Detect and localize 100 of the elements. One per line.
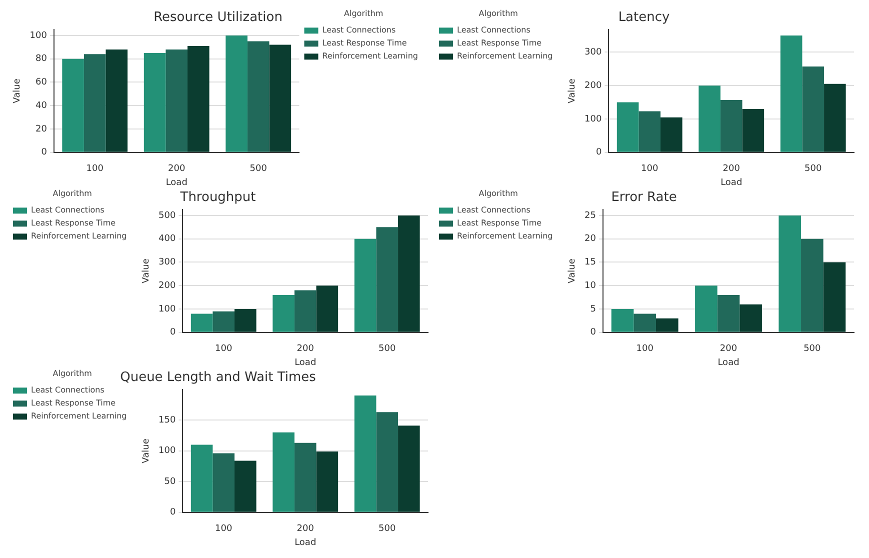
- x-axis-title: Load: [718, 358, 740, 368]
- bar: [269, 44, 292, 152]
- bar: [376, 227, 398, 332]
- legend-label: Reinforcement Learning: [31, 412, 127, 421]
- x-tick-label: 200: [720, 344, 738, 354]
- y-tick-label: 10: [584, 280, 596, 291]
- y-tick-label: 0: [170, 508, 176, 518]
- bar: [778, 215, 802, 332]
- x-tick-label: 100: [86, 164, 104, 174]
- y-tick-label: 100: [158, 446, 176, 456]
- bar: [212, 311, 235, 332]
- legend-label: Reinforcement Learning: [457, 232, 553, 241]
- x-tick-label: 100: [215, 524, 232, 534]
- x-tick-label: 500: [804, 344, 822, 354]
- bar: [234, 460, 256, 512]
- x-axis-title: Load: [720, 178, 742, 188]
- legend-title: Algorithm: [52, 369, 92, 378]
- x-tick-label: 500: [250, 164, 268, 174]
- x-tick-label: 500: [804, 164, 822, 174]
- legend-label: Least Response Time: [457, 218, 542, 228]
- bar: [742, 108, 764, 152]
- y-tick-label: 5: [590, 304, 596, 314]
- y-tick-label: 100: [30, 30, 48, 41]
- x-axis-title: Load: [294, 538, 316, 548]
- bar: [740, 304, 762, 332]
- bar: [660, 117, 682, 152]
- bar: [247, 41, 270, 152]
- bar: [190, 314, 213, 332]
- y-tick-label: 500: [158, 210, 176, 221]
- bar: [188, 46, 210, 152]
- chart-title: Resource Utilization: [154, 10, 282, 26]
- bar: [634, 314, 656, 332]
- legend-label: Least Connections: [322, 26, 396, 35]
- x-axis-title: Load: [166, 178, 188, 188]
- bar: [226, 35, 248, 152]
- bar: [717, 294, 740, 332]
- y-axis-title: Value: [142, 438, 152, 464]
- bar: [802, 66, 824, 152]
- bar: [398, 426, 420, 512]
- bar: [294, 290, 316, 332]
- bar: [144, 52, 166, 152]
- legend-label: Least Connections: [31, 206, 104, 215]
- bar: [234, 309, 256, 332]
- bar: [354, 238, 376, 332]
- bar: [316, 451, 338, 512]
- bar: [824, 84, 846, 152]
- y-axis-title: Value: [142, 258, 152, 284]
- y-tick-label: 25: [584, 210, 596, 221]
- y-tick-label: 0: [590, 328, 596, 338]
- legend-label: Least Response Time: [457, 38, 542, 48]
- y-tick-label: 150: [158, 415, 176, 426]
- bar: [698, 86, 720, 152]
- bar: [294, 442, 316, 512]
- y-tick-label: 300: [584, 48, 602, 58]
- legend-title: Algorithm: [344, 9, 384, 18]
- y-axis-title: Value: [12, 78, 23, 104]
- bar: [398, 215, 420, 332]
- bar: [62, 58, 84, 152]
- legend-label: Reinforcement Learning: [31, 232, 127, 241]
- y-tick-label: 0: [41, 148, 48, 158]
- x-tick-label: 500: [378, 344, 396, 354]
- y-tick-label: 15: [584, 258, 596, 268]
- x-axis-title: Load: [294, 358, 316, 368]
- x-tick-label: 100: [636, 344, 654, 354]
- legend-label: Least Response Time: [322, 38, 407, 48]
- legend-label: Least Connections: [457, 26, 530, 35]
- y-tick-label: 20: [36, 124, 48, 134]
- y-tick-label: 100: [584, 114, 602, 124]
- legend-title: Algorithm: [478, 189, 518, 198]
- legend-label: Least Connections: [457, 206, 530, 215]
- x-tick-label: 200: [722, 164, 740, 174]
- bar: [695, 286, 718, 332]
- bar: [272, 294, 294, 332]
- bar: [272, 432, 294, 512]
- chart-title: Throughput: [179, 190, 256, 206]
- bar: [656, 318, 678, 332]
- legend-label: Least Response Time: [31, 218, 116, 228]
- y-tick-label: 300: [158, 258, 176, 268]
- y-tick-label: 40: [36, 100, 48, 111]
- bar: [611, 309, 634, 332]
- y-tick-label: 200: [584, 80, 602, 91]
- bar: [106, 49, 128, 152]
- legend-title: Algorithm: [52, 189, 92, 198]
- y-axis-title: Value: [568, 78, 578, 104]
- bar: [638, 111, 661, 152]
- bar: [823, 262, 846, 332]
- x-tick-label: 100: [215, 344, 232, 354]
- bar: [801, 238, 824, 332]
- y-tick-label: 60: [36, 78, 48, 88]
- y-tick-label: 200: [158, 280, 176, 291]
- bar: [376, 412, 398, 512]
- y-tick-label: 0: [170, 328, 176, 338]
- x-tick-label: 200: [296, 524, 314, 534]
- legend-label: Reinforcement Learning: [322, 52, 418, 61]
- y-tick-label: 80: [36, 54, 48, 64]
- chart-title: Queue Length and Wait Times: [120, 370, 316, 386]
- bar: [84, 54, 106, 152]
- y-tick-label: 50: [164, 476, 176, 487]
- legend-title: Algorithm: [478, 9, 518, 18]
- bar: [212, 453, 235, 512]
